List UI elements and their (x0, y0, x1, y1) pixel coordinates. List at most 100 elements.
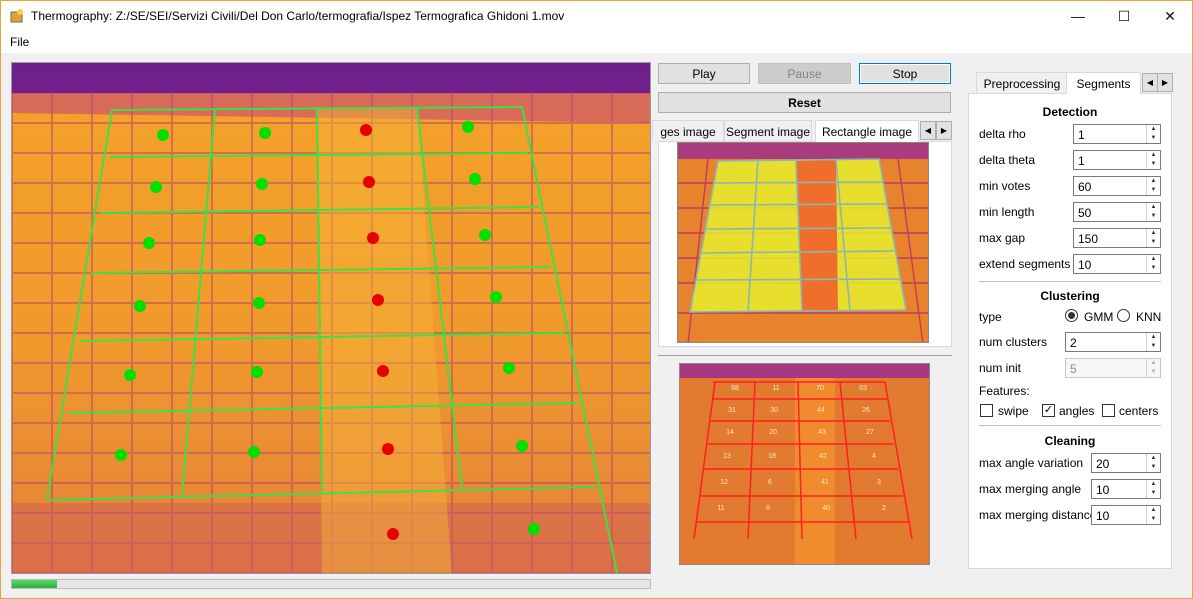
tab-images[interactable]: ges image (652, 120, 724, 142)
minimize-button[interactable]: — (1071, 8, 1085, 24)
angles-label: angles (1059, 404, 1095, 418)
detection-spinbox-1[interactable]: 1 ▲ ▼ (1073, 150, 1161, 170)
panel-number: 8 (766, 505, 770, 512)
swipe-checkbox[interactable] (980, 404, 993, 417)
panel-number: 4 (872, 453, 876, 460)
image-tab-bar: ges image Segment image Rectangle image … (652, 120, 952, 142)
panel-number: 12 (720, 479, 728, 486)
numbered-segments-image: 68 11 70 83 31 30 44 26 14 20 43 27 13 18 42 4 12 6 41 3 11 8… (679, 363, 930, 565)
tab-scroll-right-button[interactable]: ▶ (936, 121, 952, 140)
panel-number: 27 (866, 429, 874, 436)
panel-number: 40 (822, 505, 830, 512)
detection-spinbox-3[interactable]: 50 ▲ ▼ (1073, 202, 1161, 222)
spin-arrows[interactable]: ▲ ▼ (1146, 480, 1160, 498)
settings-tab-right-button[interactable]: ▶ (1157, 73, 1173, 92)
panel-number: 14 (726, 429, 734, 436)
spin-arrows[interactable]: ▲ ▼ (1146, 125, 1160, 143)
tab-rectangle-image[interactable]: Rectangle image (815, 120, 919, 142)
gmm-label: GMM (1084, 310, 1114, 324)
window-title: Thermography: Z:/SE/SEI/Servizi Civili/D… (31, 9, 565, 23)
spin-arrows[interactable]: ▲ ▼ (1146, 506, 1160, 524)
detection-divider (979, 281, 1161, 282)
panel-number: 26 (862, 407, 870, 414)
cleaning-spinbox-1[interactable]: 10 ▲ ▼ (1091, 479, 1161, 499)
detection-label-0: delta rho (979, 127, 1026, 141)
progress-fill (12, 580, 57, 588)
detection-title: Detection (1042, 105, 1098, 119)
clustering-title: Clustering (1040, 289, 1100, 303)
knn-radio[interactable] (1117, 309, 1130, 322)
panel-number: 13 (723, 453, 731, 460)
pause-button[interactable]: Pause (758, 63, 851, 84)
rectangle-image (677, 142, 929, 343)
reset-button[interactable]: Reset (658, 92, 951, 113)
detection-spinbox-5[interactable]: 10 ▲ ▼ (1073, 254, 1161, 274)
settings-tab-left-button[interactable]: ◀ (1142, 73, 1158, 92)
maximize-button[interactable]: ☐ (1117, 7, 1131, 24)
thermal-frame (12, 63, 650, 573)
detection-label-1: delta theta (979, 153, 1036, 167)
play-button[interactable]: Play (658, 63, 750, 84)
tab-segment-image[interactable]: Segment image (724, 120, 812, 142)
menu-file[interactable]: File (10, 35, 30, 49)
segments-settings-panel: Detection delta rho 1 ▲ ▼ delta theta 1 ▲ ▼ min … (968, 93, 1172, 569)
detection-spinbox-2[interactable]: 60 ▲ ▼ (1073, 176, 1161, 196)
spin-arrows[interactable]: ▲ ▼ (1146, 255, 1160, 273)
panel-number: 31 (728, 407, 736, 414)
panel-number: 44 (817, 407, 825, 414)
tab-scroll-left-button[interactable]: ◀ (920, 121, 936, 140)
gmm-radio[interactable] (1065, 309, 1078, 322)
detection-spinbox-4[interactable]: 150 ▲ ▼ (1073, 228, 1161, 248)
status-dots (115, 121, 540, 540)
panel-number: 83 (859, 385, 867, 392)
panel-number: 70 (816, 385, 824, 392)
main-video-view[interactable] (11, 62, 651, 574)
panel-number: 18 (768, 453, 776, 460)
panel-number: 6 (768, 479, 772, 486)
num-init-spinbox: 5 ▲ ▼ (1065, 358, 1161, 378)
spin-arrows[interactable]: ▲ ▼ (1146, 229, 1160, 247)
panel-number: 11 (717, 505, 724, 512)
tab-preprocessing[interactable]: Preprocessing (976, 72, 1068, 94)
detection-spinbox-0[interactable]: 1 ▲ ▼ (1073, 124, 1161, 144)
panel-number: 2 (882, 505, 886, 512)
title-bar: Thermography: Z:/SE/SEI/Servizi Civili/D… (1, 1, 1192, 31)
cleaning-label-2: max merging distance (979, 508, 1097, 522)
cleaning-title: Cleaning (1044, 434, 1096, 448)
app-icon (10, 9, 23, 23)
menu-bar: File (1, 31, 1192, 53)
features-label: Features: (979, 384, 1030, 398)
spin-arrows[interactable]: ▲ ▼ (1146, 203, 1160, 221)
panel-number: 43 (818, 429, 826, 436)
spin-arrows[interactable]: ▲ ▼ (1146, 333, 1160, 351)
panel-number: 20 (769, 429, 777, 436)
detection-label-2: min votes (979, 179, 1031, 193)
angles-checkbox[interactable]: ✓ (1042, 404, 1055, 417)
close-button[interactable]: ✕ (1164, 7, 1176, 24)
panel-number: 30 (770, 407, 778, 414)
video-progress-bar[interactable] (11, 579, 651, 589)
detection-label-3: min length (979, 205, 1035, 219)
stop-button[interactable]: Stop (859, 63, 951, 84)
panel-number: 42 (819, 453, 827, 460)
spin-arrows[interactable]: ▲ ▼ (1146, 454, 1160, 472)
panel-number: 11 (772, 385, 779, 392)
num-clusters-spinbox[interactable]: 2 ▲ ▼ (1065, 332, 1161, 352)
tab-segments[interactable]: Segments (1066, 72, 1141, 94)
settings-tab-bar: Preprocessing Segments ◀ ▶ (968, 72, 1174, 94)
pane-separator[interactable] (658, 355, 952, 356)
detection-label-5: extend segments (979, 257, 1071, 271)
detection-label-4: max gap (979, 231, 1026, 245)
spin-arrows[interactable]: ▲ ▼ (1146, 151, 1160, 169)
centers-label: centers (1119, 404, 1159, 418)
cleaning-label-0: max angle variation (979, 456, 1084, 470)
spin-arrows: ▲ ▼ (1146, 359, 1160, 377)
panel-number: 3 (877, 479, 881, 486)
cleaning-spinbox-0[interactable]: 20 ▲ ▼ (1091, 453, 1161, 473)
panel-number: 68 (731, 385, 739, 392)
centers-checkbox[interactable] (1102, 404, 1115, 417)
panel-number: 41 (821, 479, 829, 486)
spin-arrows[interactable]: ▲ ▼ (1146, 177, 1160, 195)
cleaning-spinbox-2[interactable]: 10 ▲ ▼ (1091, 505, 1161, 525)
